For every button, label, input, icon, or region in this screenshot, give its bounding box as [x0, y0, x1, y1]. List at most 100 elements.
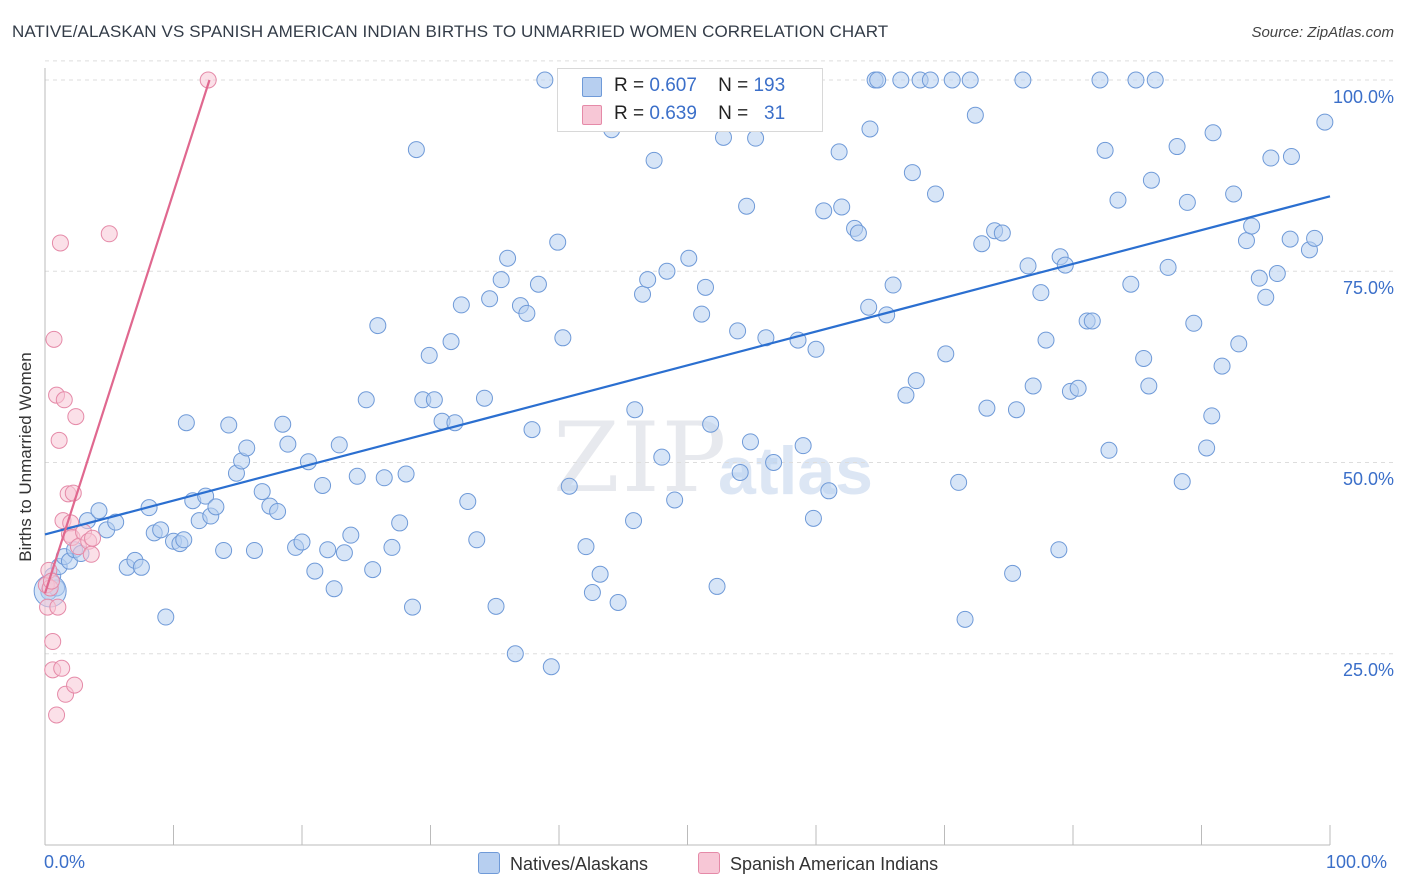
- point-natives-90: [626, 401, 644, 419]
- point-natives-149: [1014, 71, 1032, 89]
- point-natives-138: [943, 71, 961, 89]
- point-natives-88: [609, 593, 627, 611]
- point-natives-71: [492, 271, 510, 289]
- point-natives-33: [245, 541, 263, 559]
- point-natives-78: [536, 71, 554, 89]
- point-natives-118: [815, 202, 833, 220]
- point-natives-60: [420, 346, 438, 364]
- point-natives-66: [459, 493, 477, 511]
- legend-text-natives: R = 0.607 N = 193: [614, 75, 785, 97]
- bottom-legend-swatch-pink: [698, 852, 720, 874]
- point-spanish-27: [82, 545, 100, 563]
- point-natives-68: [475, 389, 493, 407]
- bottom-legend-natives: Natives/Alaskans: [478, 852, 648, 875]
- trend-line-natives: [44, 195, 1331, 536]
- point-natives-42: [306, 562, 324, 580]
- point-natives-27: [207, 498, 225, 516]
- point-natives-185: [1257, 288, 1275, 306]
- point-spanish-9: [48, 706, 66, 724]
- point-natives-187: [1268, 265, 1286, 283]
- point-natives-154: [1050, 541, 1068, 559]
- point-natives-43: [314, 476, 332, 494]
- point-natives-152: [1032, 284, 1050, 302]
- point-natives-81: [554, 329, 572, 347]
- point-natives-28: [215, 541, 233, 559]
- y-tick-label-100: 100.0%: [1332, 87, 1394, 107]
- point-natives-124: [860, 298, 878, 316]
- point-natives-165: [1122, 275, 1140, 293]
- point-natives-140: [956, 610, 974, 628]
- point-natives-84: [583, 584, 601, 602]
- point-natives-48: [342, 526, 360, 544]
- legend-text-spanish: R = 0.639 N = 31: [614, 103, 785, 125]
- point-natives-37: [274, 415, 292, 433]
- point-natives-77: [529, 275, 547, 293]
- point-natives-108: [741, 433, 759, 451]
- point-natives-106: [731, 463, 749, 481]
- point-natives-184: [1250, 269, 1268, 287]
- point-natives-120: [830, 143, 848, 161]
- legend-r-value-2: 0.639: [649, 103, 697, 124]
- point-natives-171: [1159, 258, 1177, 276]
- point-natives-65: [452, 296, 470, 314]
- point-natives-164: [1109, 191, 1127, 209]
- legend-r-label-2: R =: [614, 103, 645, 124]
- point-spanish-30: [199, 71, 217, 89]
- point-natives-57: [404, 598, 422, 616]
- point-natives-53: [375, 469, 393, 487]
- point-natives-166: [1127, 71, 1145, 89]
- point-natives-44: [319, 541, 337, 559]
- point-natives-99: [693, 305, 711, 323]
- point-natives-82: [560, 477, 578, 495]
- point-natives-121: [833, 198, 851, 216]
- point-natives-168: [1140, 377, 1158, 395]
- point-natives-58: [407, 141, 425, 159]
- point-natives-46: [330, 436, 348, 454]
- legend-n-value-1: 193: [753, 75, 786, 96]
- watermark-zip: ZIP: [553, 402, 729, 514]
- point-natives-29: [220, 416, 238, 434]
- point-natives-132: [903, 164, 921, 182]
- x-tick-label-max: 100.0%: [1326, 852, 1388, 872]
- point-natives-161: [1091, 71, 1109, 89]
- point-spanish-22: [66, 676, 84, 694]
- point-natives-105: [729, 322, 747, 340]
- point-natives-101: [702, 415, 720, 433]
- legend-swatch-pink: [582, 105, 602, 125]
- point-natives-47: [335, 544, 353, 562]
- point-natives-188: [1281, 230, 1299, 248]
- x-tick-label-min: 0.0%: [44, 852, 86, 872]
- point-natives-150: [1019, 257, 1037, 275]
- point-natives-141: [961, 71, 979, 89]
- legend-swatch-blue: [582, 77, 602, 97]
- point-spanish-7: [45, 330, 63, 348]
- point-natives-179: [1213, 357, 1231, 375]
- source-label: Source: ZipAtlas.com: [1251, 24, 1394, 41]
- point-natives-56: [397, 465, 415, 483]
- point-natives-67: [468, 531, 486, 549]
- point-natives-36: [269, 502, 287, 520]
- point-spanish-28: [84, 529, 102, 547]
- point-natives-73: [506, 645, 524, 663]
- point-natives-186: [1262, 149, 1280, 167]
- point-spanish-13: [53, 659, 71, 677]
- bottom-legend-swatch-blue: [478, 852, 500, 874]
- point-natives-151: [1024, 377, 1042, 395]
- point-natives-80: [549, 233, 567, 251]
- point-natives-93: [645, 151, 663, 169]
- point-natives-50: [357, 391, 375, 409]
- point-spanish-29: [100, 225, 118, 243]
- point-natives-160: [1083, 312, 1101, 330]
- point-natives-117: [807, 340, 825, 358]
- point-natives-123: [849, 224, 867, 242]
- point-natives-54: [383, 538, 401, 556]
- point-spanish-23: [67, 408, 85, 426]
- point-natives-91: [634, 285, 652, 303]
- point-natives-139: [950, 473, 968, 491]
- point-natives-52: [369, 317, 387, 335]
- point-natives-85: [591, 565, 609, 583]
- point-natives-174: [1178, 193, 1196, 211]
- point-natives-129: [884, 276, 902, 294]
- point-natives-89: [625, 512, 643, 530]
- point-natives-127: [869, 71, 887, 89]
